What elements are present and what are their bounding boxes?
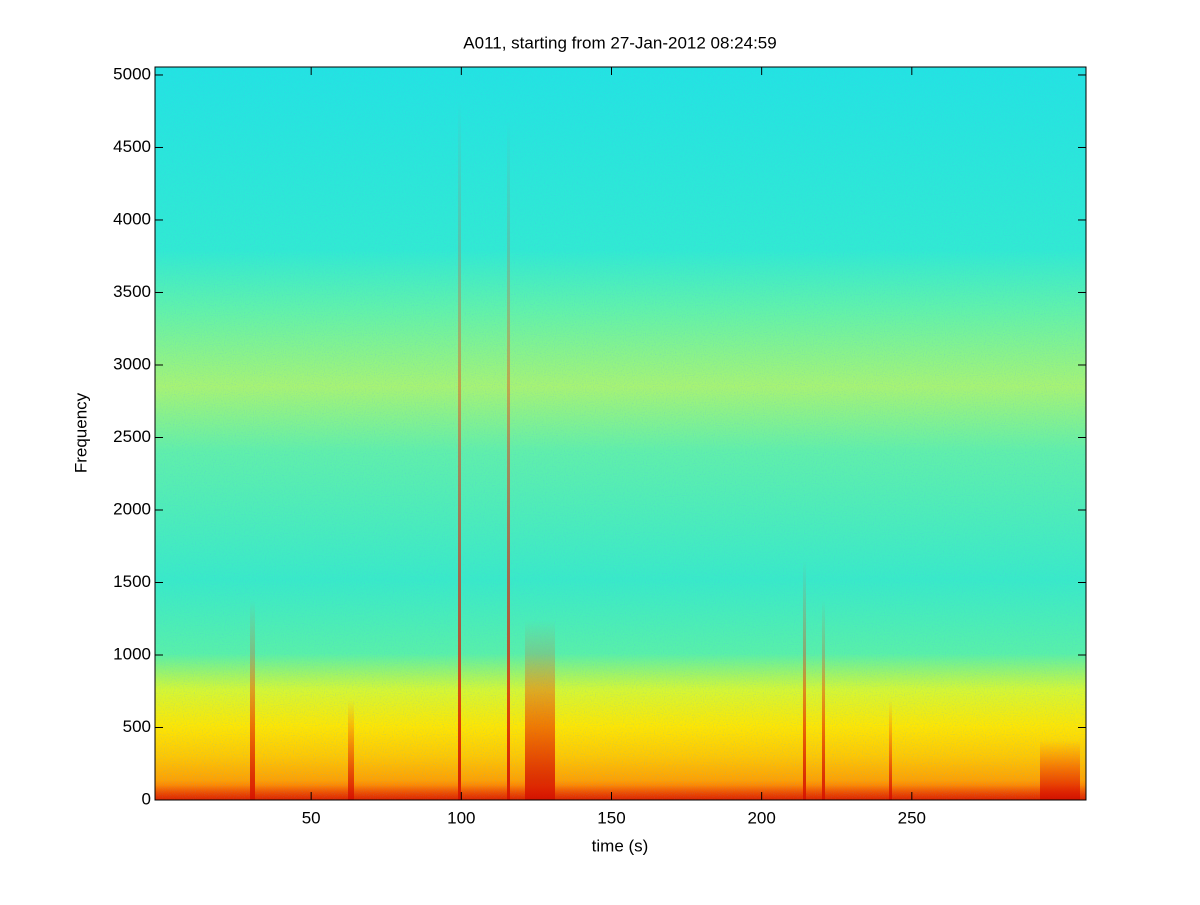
x-axis-label: time (s) [592, 836, 649, 855]
y-tick-label: 0 [142, 789, 151, 808]
y-tick-label: 3000 [113, 354, 151, 373]
y-tick-label: 4500 [113, 137, 151, 156]
y-axis-label: Frequency [71, 392, 90, 473]
spectrogram-noise [155, 67, 1086, 800]
y-tick-label: 1000 [113, 644, 151, 663]
y-tick-label: 3500 [113, 282, 151, 301]
x-tick-label: 150 [597, 808, 625, 827]
streak [155, 780, 1086, 800]
streak [525, 620, 555, 800]
plot-area [154, 66, 1087, 801]
streak [822, 600, 825, 800]
streak [458, 100, 461, 800]
y-tick-label: 2000 [113, 499, 151, 518]
spectrogram-streaks [155, 100, 1086, 800]
x-tick-label: 100 [447, 808, 475, 827]
x-tick-label: 250 [898, 808, 926, 827]
y-tick-label: 5000 [113, 64, 151, 83]
y-tick-label: 4000 [113, 209, 151, 228]
chart-title: A011, starting from 27-Jan-2012 08:24:59 [463, 33, 776, 52]
y-tick-label: 2500 [113, 427, 151, 446]
y-tick-label: 1500 [113, 572, 151, 591]
streak [250, 600, 255, 800]
streak [507, 120, 510, 800]
x-tick-label: 50 [302, 808, 321, 827]
streak [803, 560, 806, 800]
axes-box [154, 66, 1087, 801]
streak [889, 700, 892, 800]
streak [348, 700, 354, 800]
x-tick-label: 200 [747, 808, 775, 827]
y-tick-label: 500 [123, 717, 151, 736]
